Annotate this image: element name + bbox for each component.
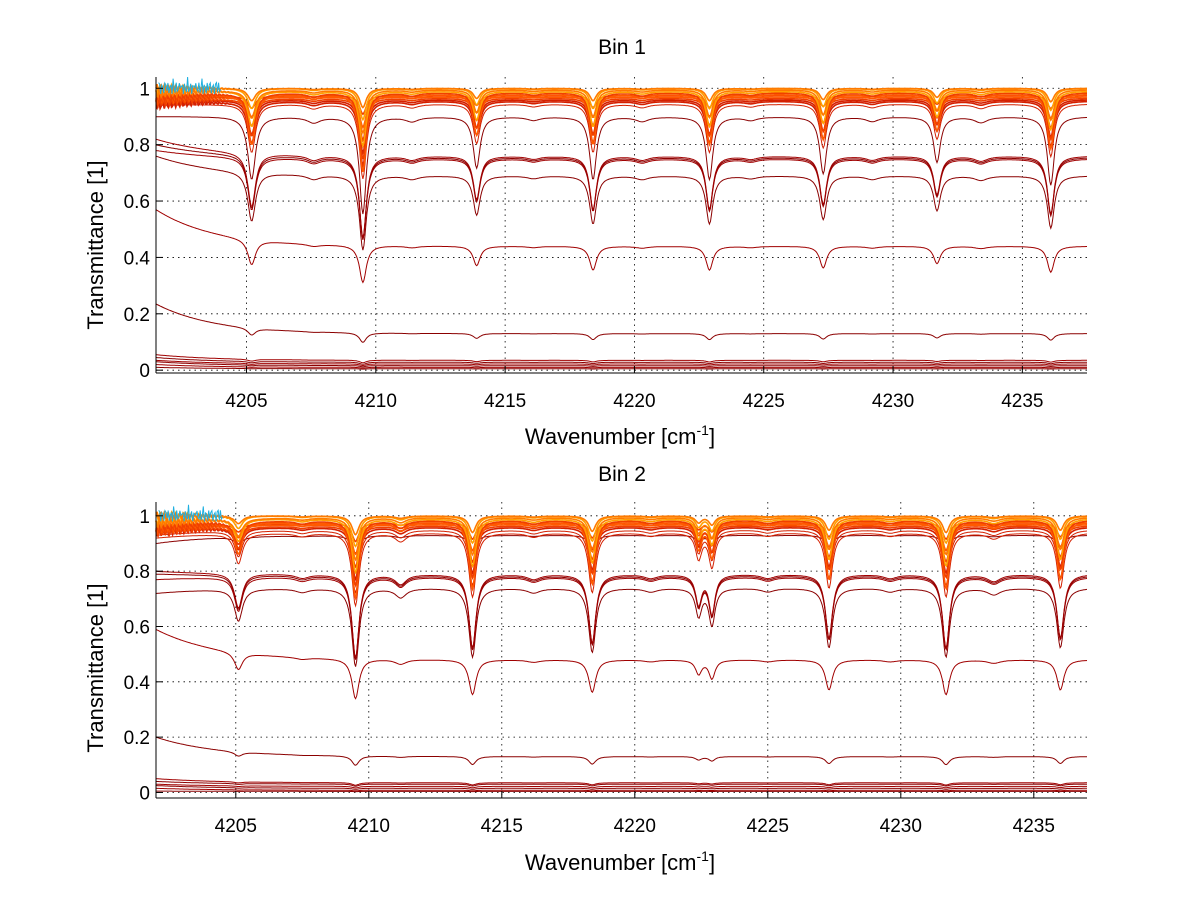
series-line [155, 104, 1088, 180]
series-line [155, 535, 1087, 554]
series-line [155, 524, 1087, 569]
series-line [155, 90, 1087, 172]
series-line [155, 357, 1087, 365]
y-tick-label: 0.4 [124, 248, 151, 269]
x-tick-label: 4205 [215, 816, 257, 837]
series-line [155, 573, 1088, 659]
series-line [155, 525, 1088, 582]
x-tick-label: 4225 [743, 391, 785, 412]
x-axis-label-bin-1: Wavenumber [cm-1] [525, 422, 715, 449]
y-tick-label: 0.6 [124, 192, 150, 213]
x-tick-label: 4230 [872, 391, 914, 412]
series-line [155, 303, 1087, 343]
series-line [155, 354, 1087, 364]
series-line [155, 516, 1088, 562]
series-line [155, 82, 1087, 109]
series-line [155, 84, 1087, 149]
x-tick-label: 4215 [481, 816, 523, 837]
y-axis-label-bin-2: Transmittance [1] [83, 583, 108, 752]
series-line [155, 359, 1087, 367]
series-line [155, 736, 1087, 766]
x-tick-label: 4205 [225, 391, 267, 412]
y-tick-label: 0.8 [124, 136, 150, 157]
chart-title-bin-1: Bin 1 [598, 36, 646, 59]
panel-bin-1: Bin 1 4205 4210 4215 4220 4225 4230 4235 0 0.2 0.… [83, 36, 1088, 449]
plot-area-bin-1: 4205 4210 4215 4220 4225 4230 4235 0 0.2 0.4 0.6 0.… [124, 76, 1088, 412]
y-axis-label-bin-1: Transmittance [1] [83, 160, 108, 329]
series-line [155, 778, 1087, 786]
x-tick-label: 4215 [484, 391, 526, 412]
series-line [155, 361, 1087, 368]
y-tick-label: 0.2 [124, 728, 150, 749]
series-line [156, 790, 1087, 793]
x-tick-label: 4210 [355, 391, 397, 412]
series-line-noise [158, 76, 222, 94]
x-tick-label: 4220 [613, 391, 655, 412]
series-line [155, 780, 1087, 787]
plot-area-bin-2: 4205 4210 4215 4220 4225 4230 4235 0 0.2 0.4 0.6 0.… [124, 502, 1088, 837]
x-tick-label: 4220 [614, 816, 656, 837]
y-tick-label: 1 [139, 79, 150, 100]
series-line [155, 155, 1088, 251]
series-line [155, 514, 1088, 575]
panel-bin-2: Bin 2 4205 4210 4215 4220 4225 4230 4235 0 0.2 0.… [83, 463, 1088, 875]
x-tick-label: 4210 [348, 816, 390, 837]
series-line [155, 519, 1088, 588]
series-line [155, 533, 1088, 608]
y-tick-label: 1 [139, 507, 150, 528]
y-tick-label: 0.6 [124, 617, 150, 638]
x-tick-label: 4235 [1001, 391, 1043, 412]
series-line [155, 577, 1088, 660]
series-line [156, 366, 1087, 370]
x-tick-label: 4230 [880, 816, 922, 837]
x-tick-label: 4225 [747, 816, 789, 837]
series-line-noise [158, 504, 223, 522]
chart-title-bin-2: Bin 2 [598, 463, 646, 486]
series-line [155, 138, 1087, 239]
series-line [156, 783, 1087, 789]
series-line [155, 364, 1087, 369]
series-line [155, 86, 1087, 136]
y-tick-label: 0.2 [124, 305, 150, 326]
series-line [155, 787, 1087, 792]
series-line [155, 98, 1088, 169]
y-tick-label: 0.4 [124, 673, 151, 694]
x-axis-label-bin-2: Wavenumber [cm-1] [525, 848, 715, 875]
series-line [156, 785, 1087, 790]
series-line [155, 89, 1087, 160]
series-line [155, 628, 1088, 700]
x-tick-label: 4235 [1013, 816, 1055, 837]
series-line [155, 520, 1088, 602]
series-line [156, 116, 1087, 215]
series-line [156, 530, 1088, 595]
series-line [155, 209, 1087, 284]
series-line [156, 570, 1088, 659]
y-tick-label: 0.8 [124, 562, 150, 583]
series-line [155, 588, 1088, 667]
y-tick-label: 0 [139, 361, 150, 382]
series-line [155, 510, 1088, 536]
y-tick-label: 0 [139, 783, 150, 804]
